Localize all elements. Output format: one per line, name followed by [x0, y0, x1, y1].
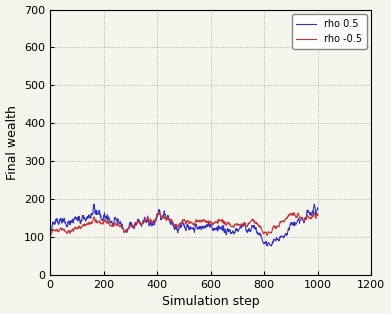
Line: rho -0.5: rho -0.5	[50, 213, 318, 237]
rho -0.5	[316, 214, 320, 217]
rho 0.5	[48, 235, 52, 239]
rho -0.5	[303, 216, 307, 219]
rho 0.5	[316, 207, 320, 211]
rho -0.5	[266, 230, 271, 234]
Line: rho 0.5: rho 0.5	[50, 204, 318, 246]
rho 0.5	[266, 241, 271, 245]
rho -0.5	[102, 218, 107, 221]
rho -0.5	[48, 235, 52, 239]
rho -0.5	[64, 231, 69, 235]
rho 0.5	[312, 202, 317, 206]
rho 0.5	[64, 225, 69, 229]
rho -0.5	[256, 224, 261, 228]
rho -0.5	[292, 211, 296, 214]
Legend: rho 0.5, rho -0.5: rho 0.5, rho -0.5	[292, 14, 366, 49]
rho 0.5	[303, 216, 307, 220]
rho -0.5	[284, 215, 289, 219]
rho 0.5	[256, 232, 261, 236]
rho 0.5	[102, 211, 107, 215]
X-axis label: Simulation step: Simulation step	[162, 295, 260, 308]
Y-axis label: Final wealth: Final wealth	[5, 105, 18, 180]
rho 0.5	[269, 244, 274, 248]
rho 0.5	[285, 233, 289, 237]
